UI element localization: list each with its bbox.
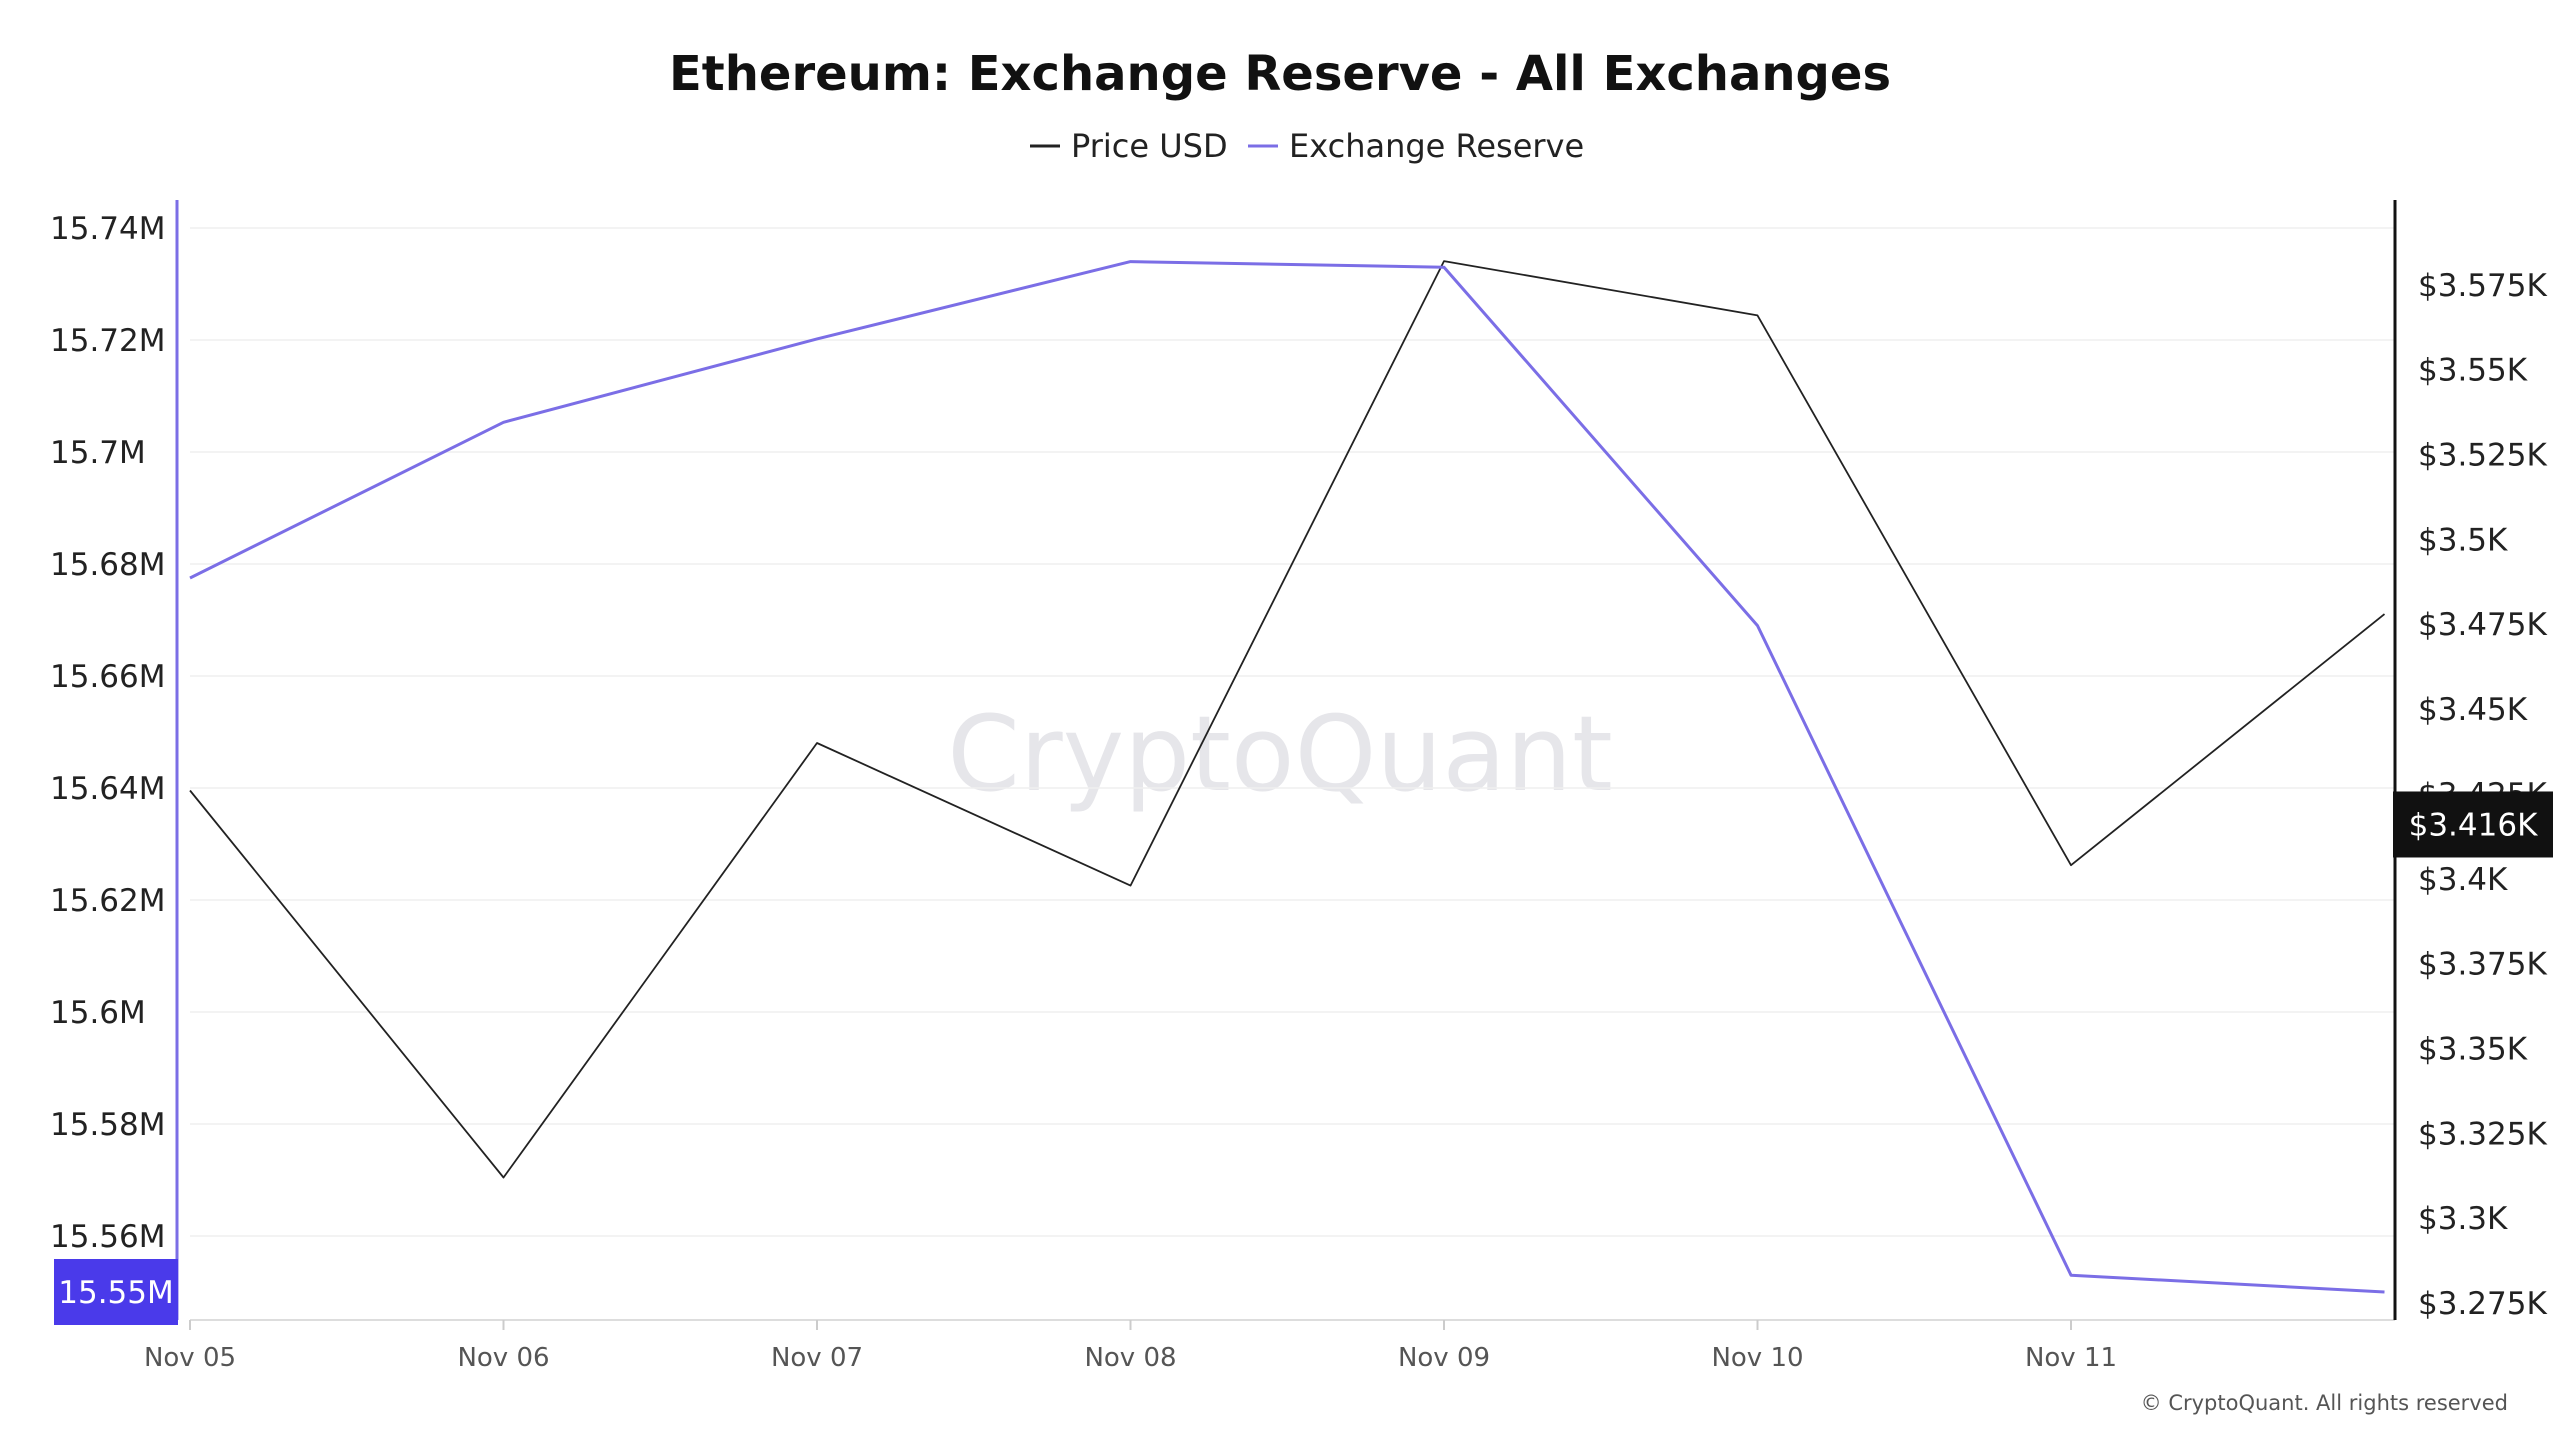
- legend-item-reserve[interactable]: Exchange Reserve: [1248, 127, 1584, 165]
- legend: Price USD Exchange Reserve: [1030, 127, 1584, 165]
- y-right-tick-label: $3.3K: [2418, 1201, 2508, 1237]
- x-tick-label: Nov 07: [771, 1343, 863, 1373]
- current-reserve-badge: [54, 1259, 178, 1325]
- y-right-tick-label: $3.525K: [2418, 438, 2547, 474]
- x-tick-label: Nov 08: [1084, 1343, 1176, 1373]
- copyright: © CryptoQuant. All rights reserved: [2141, 1391, 2508, 1415]
- watermark: CryptoQuant: [947, 693, 1613, 815]
- y-left-tick-label: 15.7M: [50, 435, 146, 471]
- series-line-exchange-reserve: [189, 260, 2385, 1294]
- y-right-tick-label: $3.375K: [2418, 947, 2547, 983]
- y-right-tick-label: $3.35K: [2418, 1031, 2528, 1067]
- label-layer: 15.74M 15.72M 15.7M 15.68M 15.66M 15.64M 15.62…: [50, 211, 2553, 1373]
- y-left-tick-label: 15.56M: [50, 1219, 166, 1255]
- y-left-tick-label: 15.66M: [50, 659, 166, 695]
- y-right-tick-label: $3.575K: [2418, 268, 2547, 304]
- y-left-tick-label: 15.62M: [50, 883, 166, 919]
- x-tick-label: Nov 09: [1398, 1343, 1490, 1373]
- current-reserve-label: 15.55M: [58, 1275, 174, 1311]
- y-left-tick-label: 15.58M: [50, 1107, 166, 1143]
- chart-title: Ethereum: Exchange Reserve - All Exchang…: [669, 46, 1891, 102]
- y-right-tick-label: $3.325K: [2418, 1116, 2547, 1152]
- x-tick-label: Nov 05: [144, 1343, 236, 1373]
- y-left-tick-label: 15.64M: [50, 771, 166, 807]
- series-line-price-usd: [189, 260, 2386, 1179]
- y-left-tick-label: 15.72M: [50, 323, 166, 359]
- y-right-tick-label: $3.4K: [2418, 862, 2508, 898]
- y-left-tick-label: 15.6M: [50, 995, 146, 1031]
- current-price-label: $3.416K: [2409, 807, 2538, 843]
- axis-layer: [175, 200, 2397, 1330]
- y-left-tick-label: 15.74M: [50, 211, 166, 247]
- series-layer: [189, 260, 2386, 1294]
- current-price-badge: [2393, 791, 2553, 858]
- y-right-tick-label: $3.475K: [2418, 607, 2547, 643]
- y-left-tick-label: 15.68M: [50, 547, 166, 583]
- legend-item-price[interactable]: Price USD: [1030, 127, 1228, 165]
- x-tick-label: Nov 10: [1711, 1343, 1803, 1373]
- x-tick-label: Nov 06: [457, 1343, 549, 1373]
- legend-label-reserve: Exchange Reserve: [1289, 127, 1584, 165]
- y-right-tick-label: $3.55K: [2418, 353, 2528, 389]
- y-right-tick-label: $3.45K: [2418, 692, 2528, 728]
- x-tick-label: Nov 11: [2025, 1343, 2117, 1373]
- y-right-tick-label: $3.275K: [2418, 1286, 2547, 1322]
- legend-label-price: Price USD: [1071, 127, 1228, 165]
- y-right-tick-label: $3.5K: [2418, 522, 2508, 558]
